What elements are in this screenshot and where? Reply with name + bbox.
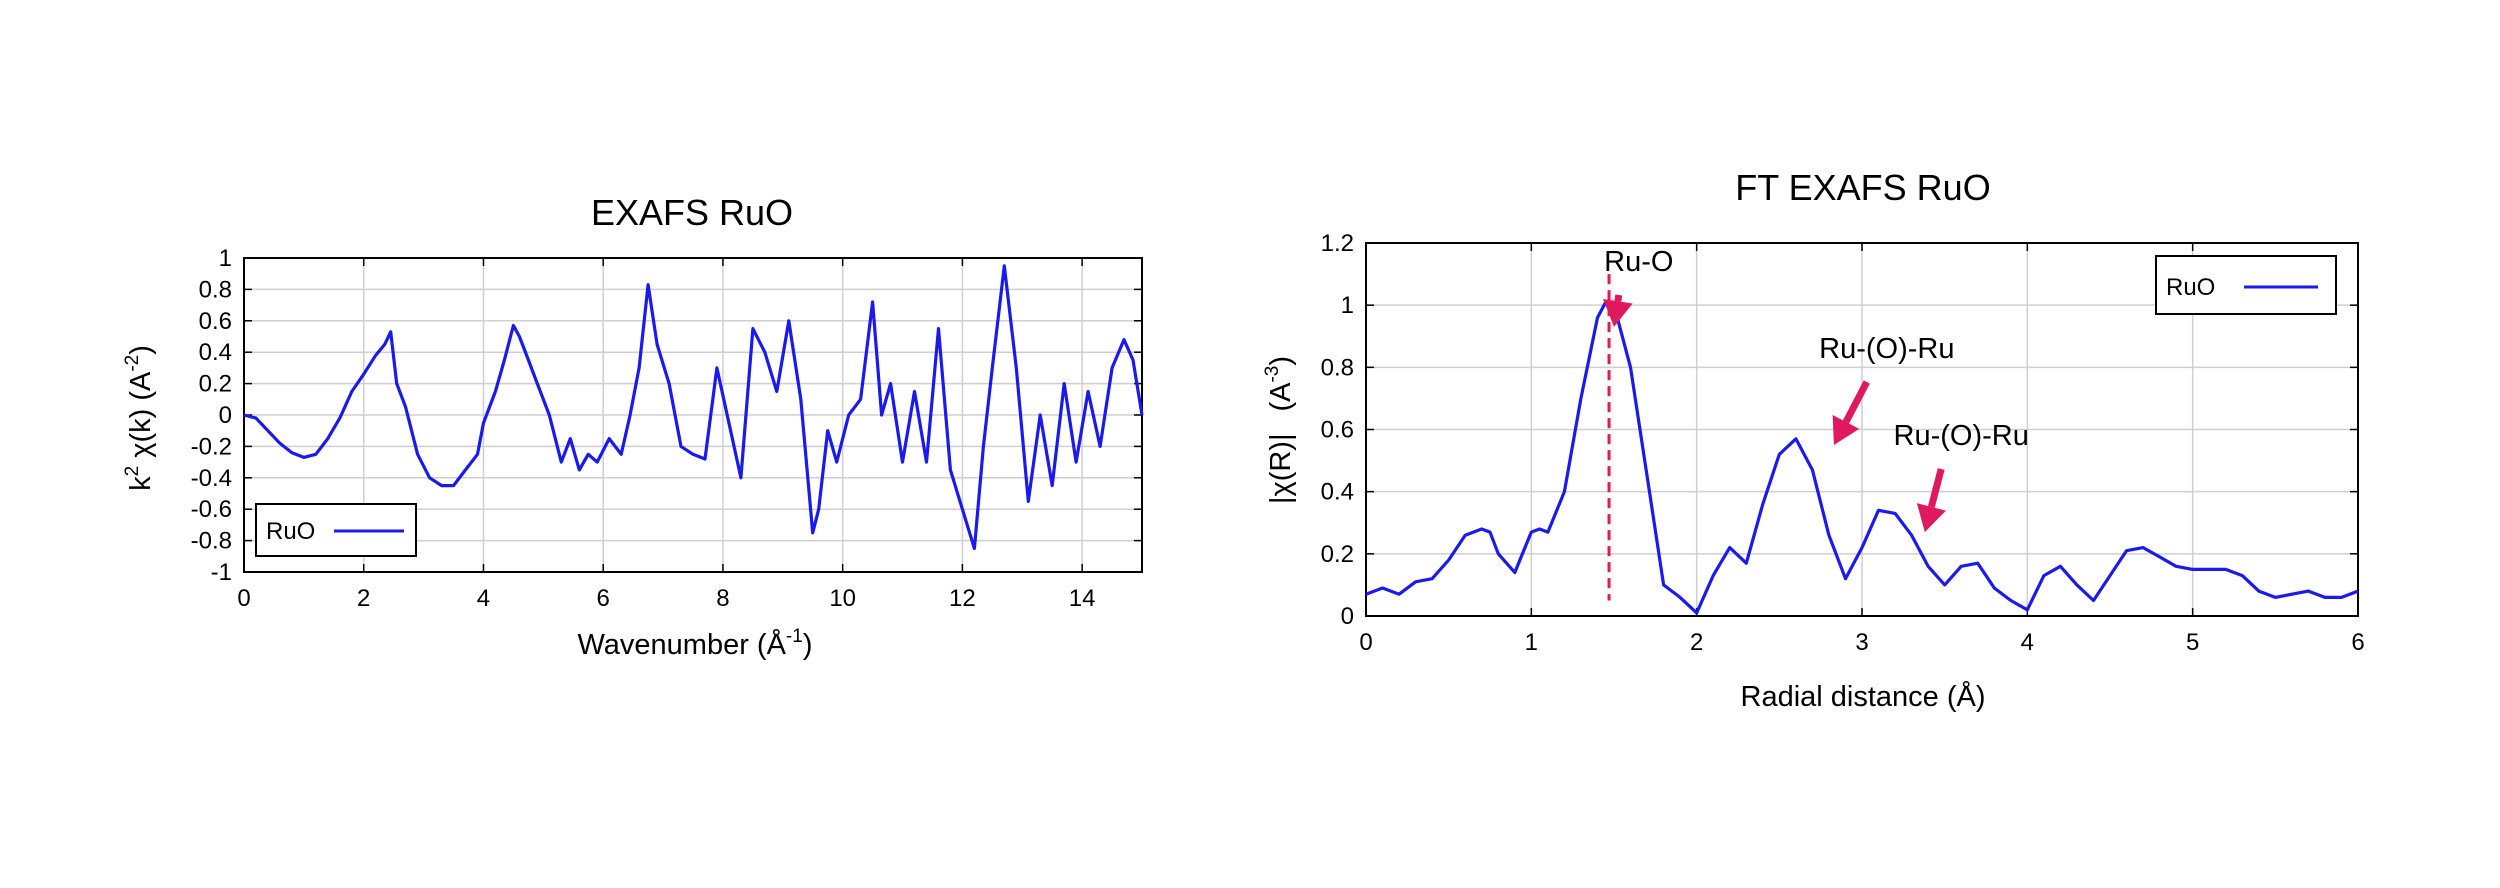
exafs-chart-title: EXAFS RuO: [591, 192, 793, 233]
y-tick-label: 0.8: [199, 276, 232, 303]
y-tick-label: 0.6: [199, 308, 232, 335]
annotation-arrow-shaft: [1842, 380, 1870, 424]
y-tick-label: -0.2: [191, 433, 232, 460]
ft-exafs-grid: [1366, 243, 2358, 616]
x-tick-label: 10: [829, 585, 856, 612]
y-tick-label: -0.6: [191, 496, 232, 523]
annotation-label: Ru-(O)-Ru: [1894, 420, 2029, 452]
x-tick-label: 1: [1525, 629, 1538, 656]
annotation-arrow-head: [1916, 503, 1946, 533]
ft-ylabel-b: (A: [1265, 382, 1297, 412]
x-tick-label: 4: [2021, 629, 2034, 656]
exafs-series: [243, 264, 1144, 551]
y-tick-label: 1: [1341, 292, 1354, 319]
exafs-grid: [244, 258, 1142, 572]
y-tick-label: 0: [219, 402, 232, 429]
annotation-arrow-shaft: [1927, 468, 1945, 508]
x-tick-label: 6: [597, 585, 610, 612]
exafs-ylabel-end: ): [125, 345, 157, 355]
exafs-x-axis-label: Wavenumber (Å-1): [577, 626, 812, 661]
y-tick-label: 0: [1341, 603, 1354, 630]
ft-ylabel-sup: -3: [1262, 366, 1283, 383]
ft-exafs-y-axis-label: |χ(R)| (A-3): [1262, 356, 1297, 504]
y-tick-label: 0.6: [1321, 417, 1354, 444]
x-tick-label: 12: [949, 585, 976, 612]
series-line-ruo: [1365, 300, 2359, 615]
x-tick-label: 14: [1069, 585, 1096, 612]
ft-exafs-legend-label: RuO: [2166, 274, 2215, 301]
exafs-y-axis-label: k2 χ(k) (A-2): [122, 345, 157, 491]
ft-exafs-chart: FT EXAFS RuO 0 1 2 3 4 5 6 1.2 1 0.8 0.6 0.4 0.2 0 Ru…: [1262, 167, 2365, 713]
y-tick-label: 0.4: [199, 339, 232, 366]
exafs-xlabel-sup: -1: [786, 626, 803, 647]
exafs-xlabel-end: ): [803, 629, 813, 661]
y-tick-label: -1: [211, 559, 232, 586]
exafs-legend: RuO: [255, 503, 417, 557]
y-tick-label: 0.4: [1321, 479, 1354, 506]
ft-ylabel-a: |χ(R)|: [1265, 434, 1297, 505]
y-tick-label: -0.8: [191, 528, 232, 555]
annotation-label: Ru-(O)-Ru: [1819, 333, 1954, 365]
exafs-legend-label: RuO: [266, 518, 315, 545]
x-tick-label: 4: [477, 585, 490, 612]
y-tick-label: 0.2: [199, 371, 232, 398]
exafs-ylabel-mid: χ(k) (A: [125, 371, 157, 466]
ft-exafs-series: [1365, 300, 2359, 615]
x-tick-label: 0: [237, 585, 250, 612]
annotation-arrow-shaft: [1614, 294, 1623, 302]
x-tick-label: 5: [2186, 629, 2199, 656]
ft-exafs-chart-title: FT EXAFS RuO: [1735, 167, 1990, 208]
x-tick-label: 2: [357, 585, 370, 612]
ft-exafs-legend: RuO: [2155, 255, 2337, 315]
annotation-arrow-head: [1603, 298, 1633, 327]
ft-exafs-ticks: 0 1 2 3 4 5 6 1.2 1 0.8 0.6 0.4 0.2 0: [1321, 230, 2365, 656]
annotation-label: Ru-O: [1604, 246, 1673, 278]
exafs-ylabel-k: k: [125, 476, 157, 491]
x-tick-label: 3: [1855, 629, 1868, 656]
ft-exafs-annotations: Ru-O Ru-(O)-Ru Ru-(O)-Ru: [1603, 246, 2029, 533]
exafs-chart: EXAFS RuO 0 2 4 6 8 10 12 14 1 0.8 0.6 0.4 0.2 0 -0.2 -…: [122, 192, 1144, 661]
annotation-arrow-head: [1832, 415, 1860, 446]
series-line-ruo: [243, 264, 1144, 551]
x-tick-label: 6: [2351, 629, 2364, 656]
ft-exafs-legend-box: [2155, 255, 2337, 315]
exafs-ylabel-sup1: 2: [122, 466, 143, 477]
y-tick-label: 1: [219, 245, 232, 272]
ft-exafs-x-axis-label: Radial distance (Å): [1741, 680, 1986, 713]
y-tick-label: 1.2: [1321, 230, 1354, 257]
exafs-ylabel-sup2: -2: [122, 355, 143, 372]
x-tick-label: 2: [1690, 629, 1703, 656]
exafs-xlabel-main: Wavenumber (Å: [577, 628, 786, 661]
exafs-ticks: 0 2 4 6 8 10 12 14 1 0.8 0.6 0.4 0.2 0 -0.2 -0.4 -0.6 -0.…: [191, 245, 1142, 612]
y-tick-label: 0.8: [1321, 354, 1354, 381]
ft-ylabel-end: ): [1265, 356, 1297, 366]
x-tick-label: 0: [1359, 629, 1372, 656]
y-tick-label: 0.2: [1321, 541, 1354, 568]
y-tick-label: -0.4: [191, 465, 232, 492]
x-tick-label: 8: [716, 585, 729, 612]
